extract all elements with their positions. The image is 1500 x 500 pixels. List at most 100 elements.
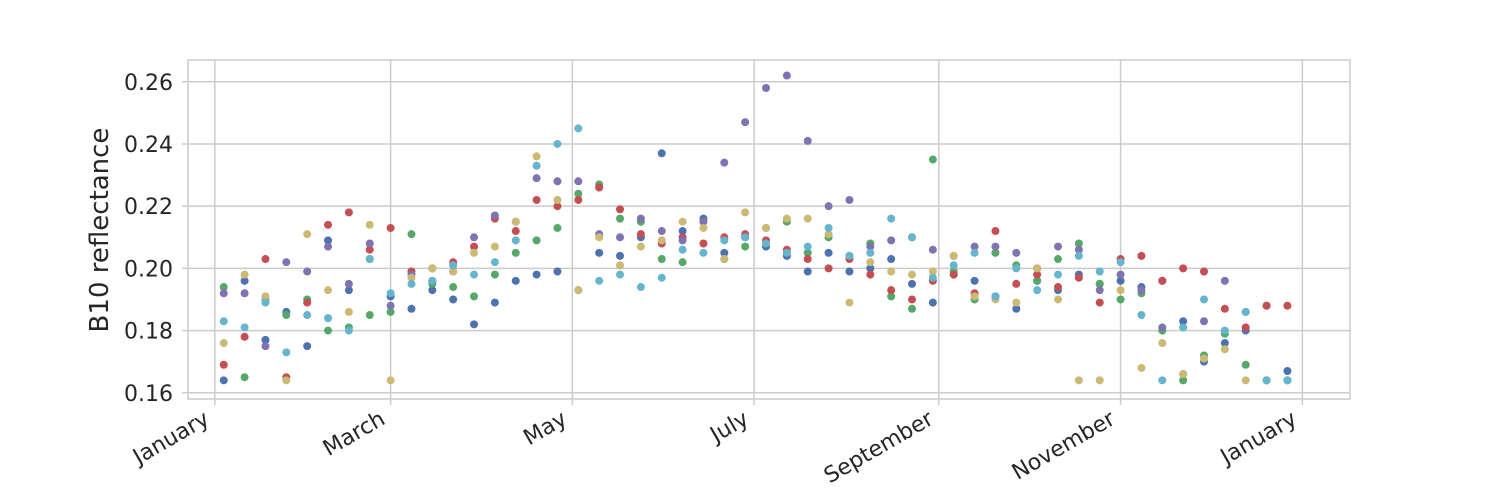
data-point [511,276,520,285]
data-point [574,124,583,133]
data-point [219,317,228,326]
data-point [407,230,416,239]
data-point [1179,323,1188,332]
data-point [887,292,896,301]
data-point [678,217,687,226]
data-point [407,273,416,282]
y-tick-label: 0.24 [124,133,173,158]
data-point [1095,286,1104,295]
data-point [991,227,1000,236]
y-tick-label: 0.16 [124,382,173,407]
data-point [344,208,353,217]
data-point [1054,255,1063,264]
data-point [511,227,520,236]
data-point [1033,264,1042,273]
data-point [866,264,875,273]
data-point [532,152,541,161]
data-point [1262,376,1271,385]
data-point [908,233,917,242]
data-point [991,242,1000,251]
data-point [511,236,520,245]
data-point [595,233,604,242]
data-point [240,323,249,332]
data-point [824,202,833,211]
data-point [1158,323,1167,332]
data-point [553,177,562,186]
data-point [928,245,937,254]
y-tick-label: 0.26 [124,71,173,96]
data-point [616,205,625,214]
data-point [240,276,249,285]
data-point [657,227,666,236]
data-point [1283,301,1292,310]
x-tick-label: March [319,407,390,462]
data-point [1179,376,1188,385]
data-point [741,118,750,127]
data-point [386,301,395,310]
data-point [365,311,374,320]
data-point [407,279,416,288]
data-point [1054,270,1063,279]
data-point [636,242,645,251]
data-point [324,326,333,335]
data-point [1241,323,1250,332]
data-point [1095,298,1104,307]
data-point [616,261,625,270]
data-point [803,248,812,257]
data-point [1012,264,1021,273]
data-point [616,214,625,223]
data-point [553,223,562,232]
data-point [1241,360,1250,369]
data-point [365,255,374,264]
data-point [803,242,812,251]
data-point [741,208,750,217]
data-point [845,298,854,307]
data-point [887,267,896,276]
data-point [1116,270,1125,279]
data-point [303,342,312,351]
x-tick-label: September [820,406,939,489]
x-tick-label: July [705,407,754,449]
data-point [1137,286,1146,295]
data-point [449,267,458,276]
data-point [678,227,687,236]
data-point [991,292,1000,301]
data-point [1095,376,1104,385]
data-point [574,189,583,198]
data-point [1158,376,1167,385]
data-point [574,286,583,295]
data-point [678,236,687,245]
data-point [1220,304,1229,313]
data-point [1116,276,1125,285]
data-point [595,183,604,192]
data-point [595,276,604,285]
data-point [928,298,937,307]
data-point [1241,376,1250,385]
data-point [616,251,625,260]
data-point [219,289,228,298]
data-point [699,223,708,232]
data-point [470,320,479,329]
data-point [261,335,270,344]
data-point [949,261,958,270]
x-axis: January March May July September November Janu… [127,399,1304,489]
data-point [470,233,479,242]
data-point [303,298,312,307]
gridlines [188,60,1350,399]
data-point [824,223,833,232]
data-point [553,202,562,211]
data-point [636,214,645,223]
data-point [303,230,312,239]
data-point [991,248,1000,257]
data-point [1220,339,1229,348]
data-point [949,251,958,260]
data-point [720,158,729,167]
data-point [1137,363,1146,372]
data-point [1220,326,1229,335]
data-point [1220,276,1229,285]
data-point [970,276,979,285]
y-tick-label: 0.18 [124,320,173,345]
data-point [386,307,395,316]
data-point [428,264,437,273]
data-point [365,245,374,254]
